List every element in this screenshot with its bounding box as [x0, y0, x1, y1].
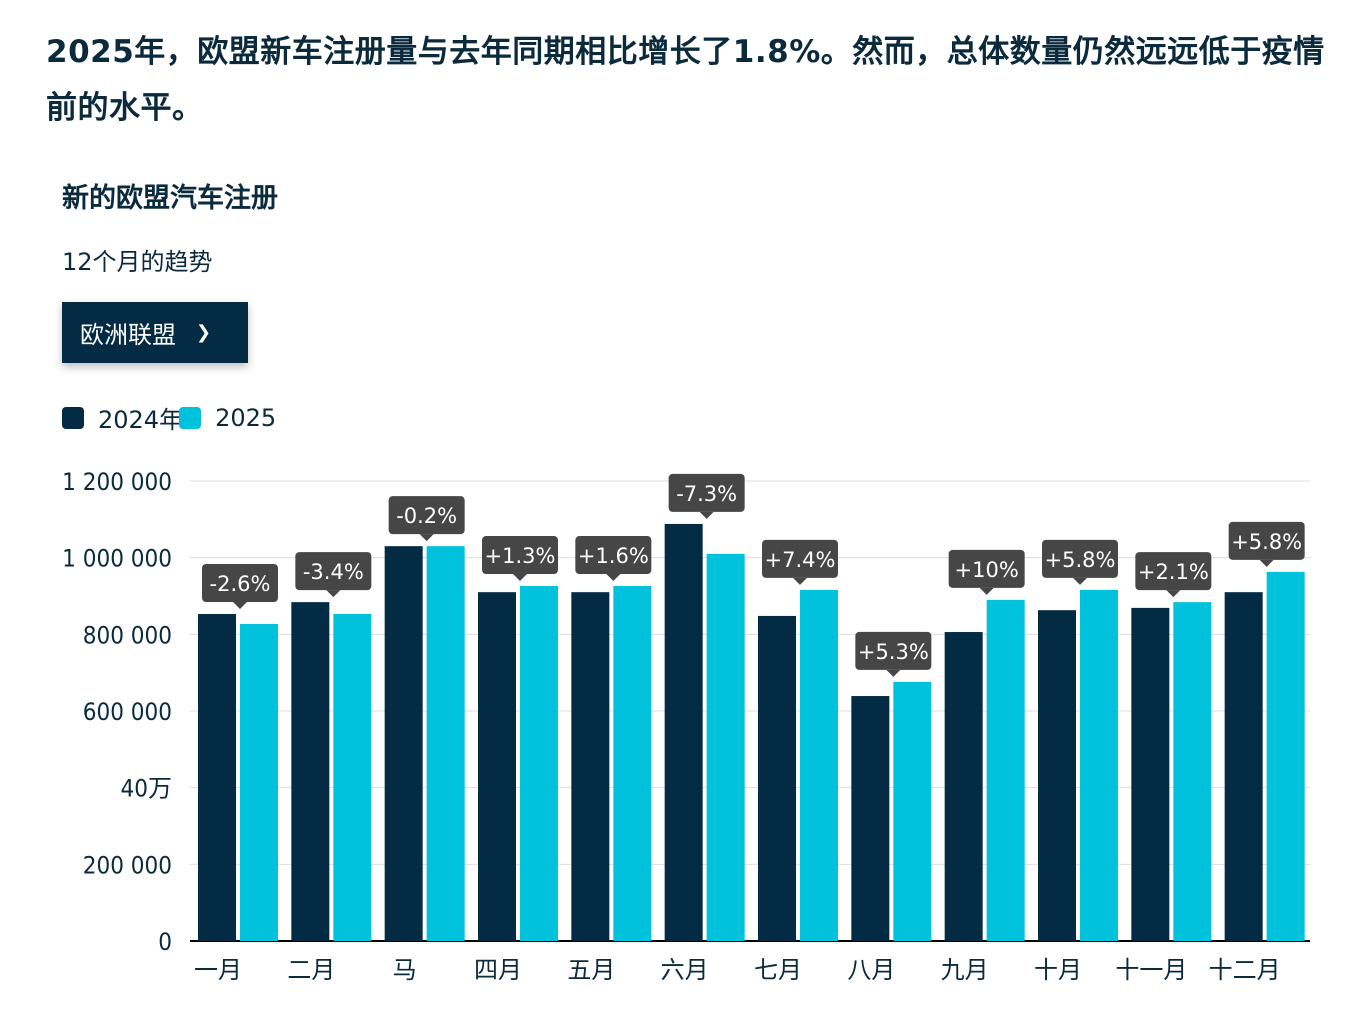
chart-title: 新的欧盟汽车注册 [62, 183, 278, 214]
change-label-box [202, 564, 278, 603]
legend-label-2025[interactable]: 2025 [215, 403, 277, 432]
legend-label-2024[interactable]: 2024年 [98, 406, 184, 434]
change-label-pointer [419, 534, 434, 542]
x-tick-label: 十一月 [1115, 956, 1187, 984]
headline: 2025年，欧盟新车注册量与去年同期相比增长了1.8%。然而，总体数量仍然远远低… [46, 34, 1325, 126]
y-tick-label: 200 000 [83, 851, 172, 879]
bar-2025 [800, 589, 838, 941]
bar-2025 [893, 681, 932, 941]
change-label: +1.3% [485, 544, 556, 568]
bar-2025 [1266, 571, 1305, 941]
region-dropdown-label: 欧洲联盟 [80, 321, 176, 349]
bar-2025 [1173, 602, 1212, 941]
change-label-pointer [233, 602, 247, 610]
x-tick-label: 二月 [287, 956, 335, 984]
change-label: +7.4% [765, 548, 836, 572]
bar-2024 [944, 632, 983, 941]
x-tick-label: 一月 [194, 956, 242, 984]
bar-2025 [240, 623, 278, 941]
change-label-pointer [606, 574, 621, 582]
change-label: +2.1% [1138, 560, 1209, 584]
y-tick-label: 0 [158, 928, 172, 956]
x-tick-label: 九月 [941, 956, 989, 984]
bar-2025 [333, 614, 372, 941]
change-label-pointer [1073, 577, 1087, 585]
bar-2025 [1080, 589, 1118, 941]
change-label: -7.3% [676, 482, 737, 506]
bar-2024 [1131, 607, 1170, 941]
change-label: -3.4% [303, 560, 364, 584]
bar-2024 [758, 615, 796, 941]
chart-subtitle: 12个月的趋势 [62, 248, 213, 276]
change-label-box [948, 549, 1025, 588]
bar-2025 [986, 599, 1025, 941]
change-label-pointer [979, 587, 994, 595]
x-tick-label: 八月 [847, 956, 895, 984]
bar-2024 [664, 523, 703, 941]
legend-swatch-2024 [62, 406, 84, 429]
change-label-pointer [1166, 590, 1181, 598]
legend-swatch-2025 [179, 406, 202, 429]
x-tick-label: 十月 [1034, 956, 1082, 984]
change-label-box [855, 631, 932, 670]
legend: 2024年 2025 [62, 400, 276, 435]
x-tick-label: 七月 [754, 956, 802, 984]
change-label-box [482, 536, 558, 575]
bar-2024 [851, 696, 890, 941]
bar-2025 [613, 586, 652, 941]
chevron-down-icon: ❯ [196, 322, 212, 343]
change-label-pointer [886, 669, 901, 677]
change-label-box [1042, 539, 1118, 578]
change-label-box [1135, 552, 1212, 591]
x-tick-label: 十二月 [1209, 956, 1281, 984]
bar-2025 [520, 586, 558, 941]
change-label-box [762, 539, 838, 578]
change-label-box [295, 552, 372, 591]
bar-2025 [426, 546, 465, 941]
change-label: +5.8% [1045, 548, 1116, 572]
change-label-pointer [699, 511, 714, 519]
bar-2024 [478, 592, 516, 941]
change-label-pointer [1259, 559, 1274, 567]
change-label-box [575, 536, 652, 575]
bar-2025 [706, 553, 745, 941]
x-tick-label: 马 [393, 956, 417, 984]
change-label-pointer [513, 574, 527, 582]
x-tick-label: 六月 [661, 956, 709, 984]
y-tick-label: 1 200 000 [62, 468, 172, 496]
change-label: +5.3% [858, 640, 929, 664]
x-tick-label: 四月 [474, 956, 522, 984]
y-tick-label: 1 000 000 [62, 545, 172, 573]
change-label: +1.6% [578, 544, 649, 568]
change-label-pointer [793, 577, 807, 585]
change-label-box [388, 496, 465, 535]
y-tick-label: 40万 [121, 775, 172, 803]
bar-2024 [291, 602, 330, 941]
change-label: +10% [955, 558, 1019, 582]
change-label-box [1228, 521, 1305, 560]
change-label: +5.8% [1231, 530, 1302, 554]
bar-2024 [384, 546, 423, 941]
bar-2024 [1224, 592, 1263, 941]
x-tick-label: 五月 [567, 956, 615, 984]
change-label: -0.2% [396, 504, 457, 528]
y-tick-label: 800 000 [83, 621, 172, 649]
bar-2024 [198, 614, 236, 941]
bar-2024 [571, 592, 610, 941]
change-label-box [668, 473, 745, 512]
bar-2024 [1038, 610, 1076, 941]
change-label: -2.6% [210, 572, 271, 596]
region-dropdown[interactable]: 欧洲联盟 ❯ [62, 302, 248, 363]
y-tick-label: 600 000 [83, 698, 172, 726]
change-label-pointer [326, 590, 341, 598]
